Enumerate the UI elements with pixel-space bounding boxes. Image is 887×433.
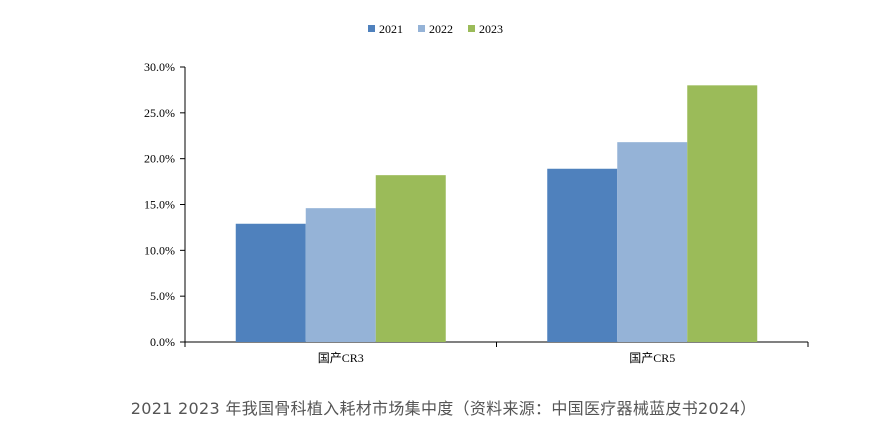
chart-legend: 2021 2022 2023 (368, 22, 503, 36)
y-tick-label: 25.0% (144, 106, 175, 120)
bar-2022-2 (617, 142, 688, 342)
x-category-label: 国产CR3 (318, 351, 364, 365)
legend-swatch-2021 (368, 25, 375, 32)
bar-2023-1 (375, 175, 446, 342)
legend-label-2021: 2021 (379, 22, 403, 36)
figure-caption: 2021 2023 年我国骨科植入耗材市场集中度（资料来源：中国医疗器械蓝皮书2… (130, 399, 757, 418)
bar-2021-1 (235, 223, 306, 342)
y-tick-label: 15.0% (144, 198, 175, 212)
x-axis: 国产CR3 国产CR5 (184, 341, 809, 365)
y-axis: 0.0% 5.0% 10.0% 15.0% 20.0% 25.0% 30.0% (144, 60, 186, 349)
legend-swatch-2023 (468, 25, 475, 32)
y-tick-label: 10.0% (144, 243, 175, 257)
y-tick-label: 0.0% (150, 335, 175, 349)
y-tick-label: 5.0% (150, 289, 175, 303)
y-tick-label: 30.0% (144, 60, 175, 74)
bar-chart: 2021 2022 2023 0.0% 5.0% 10.0% 15.0% 20.0% 25.0… (144, 22, 809, 365)
legend-label-2022: 2022 (429, 22, 453, 36)
y-tick-label: 20.0% (144, 152, 175, 166)
legend-swatch-2022 (418, 25, 425, 32)
legend-label-2023: 2023 (479, 22, 503, 36)
bar-2022-1 (305, 208, 376, 342)
bar-2023-2 (687, 85, 758, 342)
bar-2021-2 (547, 168, 618, 342)
bars (235, 85, 758, 342)
x-category-label: 国产CR5 (629, 351, 675, 365)
